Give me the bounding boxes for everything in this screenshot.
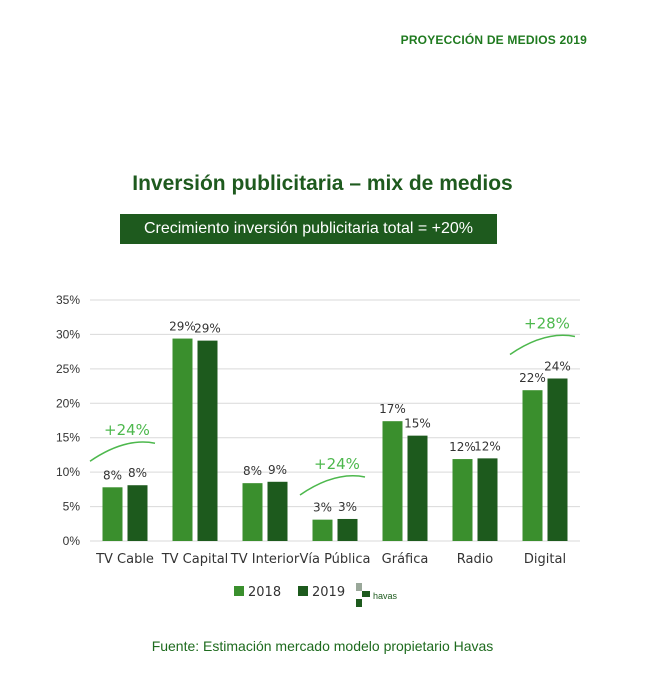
bar-2018 [452,459,473,541]
bar-2019 [407,435,428,541]
data-label: 3% [313,501,332,515]
bar-2018 [312,519,333,541]
growth-annotation: +24% [104,421,150,439]
x-tick-label: TV Cable [95,552,154,567]
data-label: 3% [338,500,357,514]
legend-swatch-2018 [234,586,244,596]
bar-2019 [127,485,148,541]
bar-2018 [382,421,403,541]
bar-2018 [102,487,123,541]
x-tick-label: TV Capital [161,552,229,567]
legend-swatch-2019 [298,586,308,596]
legend-label: 2019 [312,585,345,600]
bar-2019 [197,340,218,541]
y-tick-label: 35% [56,293,80,307]
x-tick-label: TV Interior [230,552,300,567]
growth-annotation: +28% [524,314,570,332]
data-label: 9% [268,463,287,477]
y-tick-label: 5% [63,500,81,514]
bar-2019 [477,458,498,541]
data-label: 8% [128,466,147,480]
bar-chart: 0% 5% 10% 15% 20% 25% 30% 35% 8% 8% TV Cable 29%29%… [56,293,580,607]
bar-2018 [172,338,193,541]
data-label: 17% [379,402,406,416]
y-tick-label: 0% [63,534,81,548]
data-label: 12% [474,439,501,453]
havas-logo-text: havas [373,591,398,601]
y-tick-label: 20% [56,396,80,410]
y-tick-label: 30% [56,327,80,341]
data-label: 22% [519,371,546,385]
y-tick-label: 15% [56,431,80,445]
x-tick-label: Vía Pública [299,552,370,567]
havas-logo-mark [356,599,362,607]
growth-banner: Crecimiento inversión publicitaria total… [120,214,497,244]
havas-logo-mark [362,591,370,597]
bar-2019 [267,481,288,541]
data-label: 29% [169,320,196,334]
x-tick-label: Radio [457,552,494,567]
data-label: 24% [544,359,571,373]
legend-label: 2018 [248,585,281,600]
page-header: PROYECCIÓN DE MEDIOS 2019 [400,33,587,47]
growth-arc [299,475,366,496]
bar-2019 [547,378,568,541]
data-label: 15% [404,417,431,431]
growth-annotation: +24% [314,455,360,473]
bar-2018 [242,483,263,541]
source-note: Fuente: Estimación mercado modelo propie… [151,638,494,654]
data-label: 29% [194,322,221,336]
data-label: 8% [243,464,262,478]
x-tick-label: Gráfica [382,552,429,567]
bar-2019 [337,518,358,541]
data-label: 8% [103,468,122,482]
y-tick-label: 10% [56,465,80,479]
growth-arc [509,334,576,356]
havas-logo-mark [356,583,362,591]
x-tick-label: Digital [524,552,566,567]
bar-2018 [522,390,543,541]
growth-arc [89,441,156,462]
data-label: 12% [449,440,476,454]
chart-title: Inversión publicitaria – mix de medios [132,172,513,195]
y-tick-label: 25% [56,362,80,376]
